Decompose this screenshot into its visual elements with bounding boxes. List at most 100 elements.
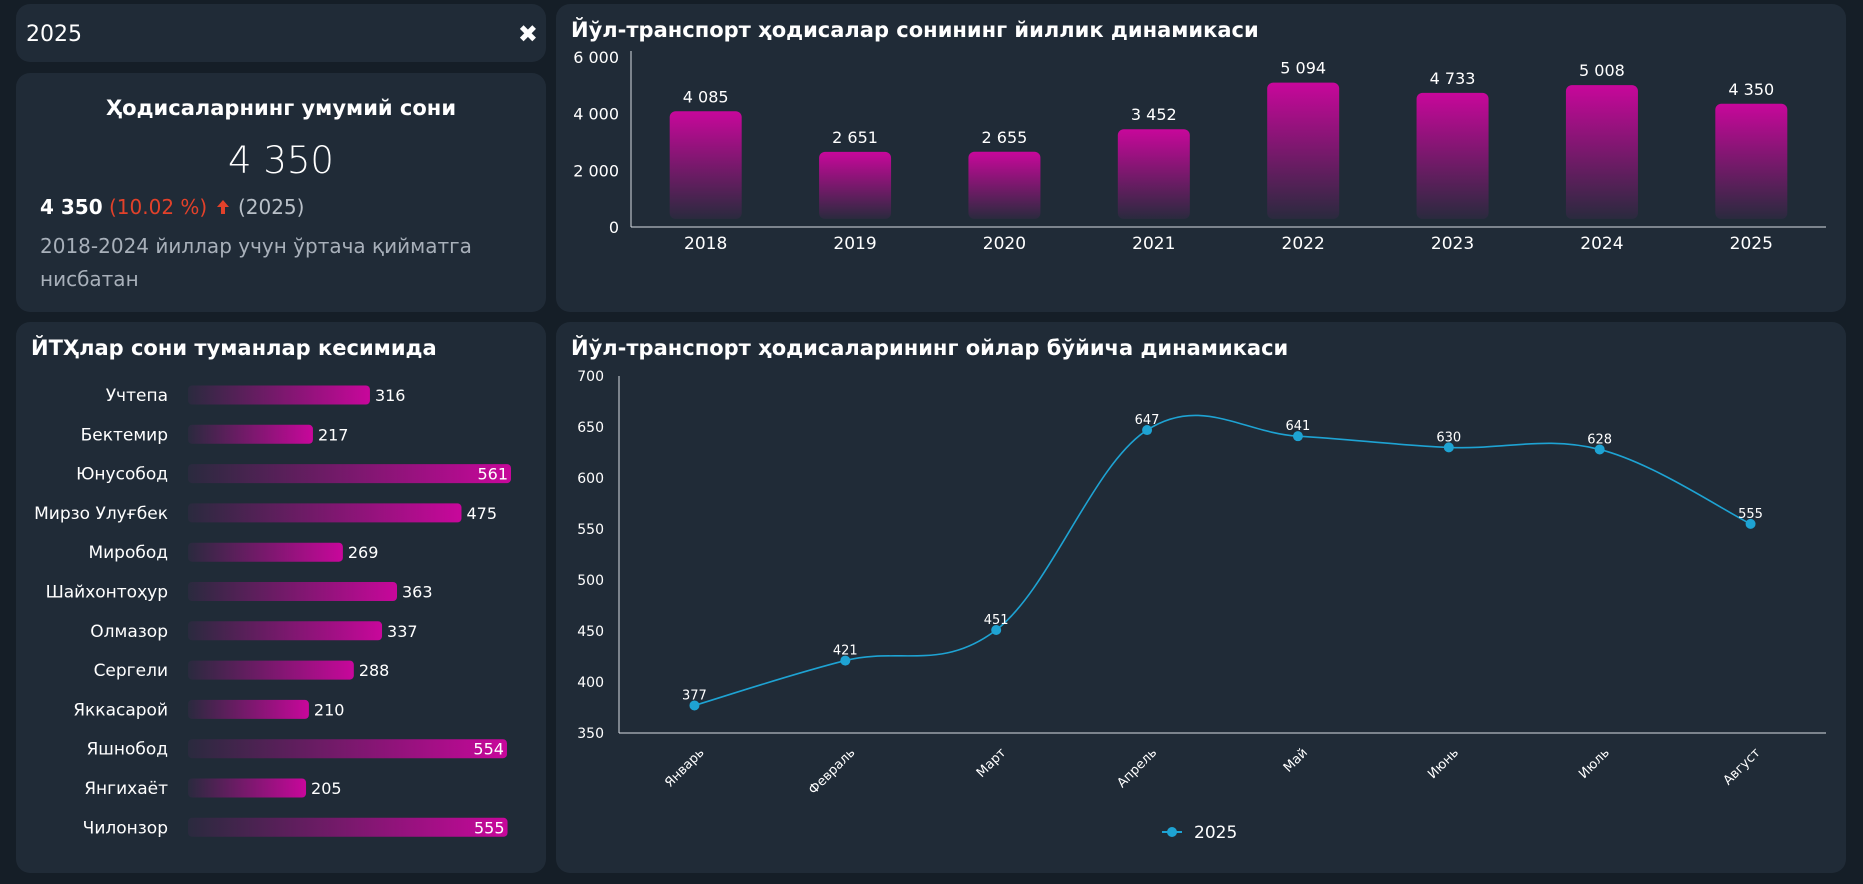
district-value-label: 337: [387, 622, 418, 641]
x-tick-label: 2019: [833, 234, 876, 254]
x-tick-label: 2021: [1132, 234, 1175, 254]
data-point[interactable]: [840, 655, 851, 666]
data-point[interactable]: [1745, 518, 1756, 529]
bar-2018[interactable]: [669, 111, 742, 219]
district-label: Янгихаёт: [84, 779, 168, 799]
close-icon[interactable]: ✖: [517, 20, 538, 48]
y-tick-label: 650: [577, 420, 604, 436]
monthly-dynamics-chart: 350 400 450 500 550 600 650 700 377 Январь 421 Февр…: [556, 322, 1846, 873]
data-point[interactable]: [1142, 425, 1153, 436]
x-tick-label: Август: [1721, 745, 1764, 788]
year-filter[interactable]: 2025 ✖: [16, 4, 546, 62]
series-line-2025: [694, 414, 1751, 707]
point-value-label: 628: [1587, 432, 1612, 447]
district-value-label: 363: [402, 583, 433, 602]
data-point[interactable]: [1443, 442, 1454, 453]
x-tick-label: Февраль: [806, 745, 858, 797]
district-bar[interactable]: [188, 621, 383, 641]
x-tick-label: Март: [974, 745, 1010, 781]
district-bar[interactable]: [188, 660, 354, 680]
data-point[interactable]: [991, 624, 1002, 635]
district-bar[interactable]: [188, 739, 507, 759]
district-label: Учтепа: [106, 386, 168, 406]
district-label: Яккасарой: [73, 700, 168, 720]
x-tick-label: Июнь: [1425, 745, 1462, 782]
district-label: Олмазор: [90, 622, 168, 642]
bar-2022[interactable]: [1267, 82, 1340, 219]
y-tick-label: 2 000: [573, 161, 619, 180]
district-value-label: 210: [314, 700, 345, 719]
y-tick-label: 600: [577, 471, 604, 487]
y-tick-label: 550: [577, 522, 604, 538]
bar-value-label: 4 733: [1430, 69, 1476, 88]
kpi-description: 2018-2024 йиллар учун ўртача қийматга ни…: [40, 234, 472, 291]
district-bar[interactable]: [188, 778, 307, 798]
point-value-label: 647: [1135, 413, 1160, 428]
point-value-label: 451: [984, 613, 1009, 628]
kpi-value: 4 350: [228, 139, 334, 182]
bar-2024[interactable]: [1565, 85, 1638, 220]
yearly-chart-title: Йўл-транспорт ҳодисалар сонининг йиллик …: [571, 18, 1259, 42]
bar-2020[interactable]: [968, 151, 1041, 219]
y-tick-label: 400: [577, 675, 604, 691]
y-tick-label: 500: [577, 573, 604, 589]
x-tick-label: 2023: [1431, 234, 1474, 254]
district-chart-title: ЙТҲлар сони туманлар кесимида: [31, 336, 437, 360]
x-tick-label: Май: [1281, 745, 1311, 775]
total-incidents-card: Ҳодисаларнинг умумий сони 4 350 4 350 (1…: [16, 73, 546, 312]
district-value-label: 561: [477, 465, 508, 484]
district-bar[interactable]: [188, 464, 511, 484]
data-point[interactable]: [1594, 444, 1605, 455]
legend-marker[interactable]: [1167, 827, 1177, 837]
district-bar[interactable]: [188, 582, 397, 601]
x-tick-label: Июль: [1576, 745, 1613, 782]
district-value-label: 269: [348, 543, 379, 562]
kpi-change-percent: (10.02 %): [109, 195, 208, 219]
district-bar[interactable]: [188, 385, 370, 405]
y-tick-label: 4 000: [573, 105, 619, 124]
district-label: Шайхонтоҳур: [46, 583, 168, 603]
district-bar[interactable]: [188, 817, 508, 837]
data-point[interactable]: [689, 700, 700, 711]
district-value-label: 316: [375, 386, 406, 405]
district-chart: Учтепа 316 Бектемир 217 Юнусобод 561 Мирзо Улу…: [16, 322, 546, 873]
district-value-label: 217: [318, 425, 349, 444]
x-tick-label: Апрель: [1114, 745, 1160, 791]
arrow-up-icon: [216, 200, 229, 214]
district-label: Мирзо Улуғбек: [34, 504, 168, 524]
kpi-title: Ҳодисаларнинг умумий сони: [105, 96, 457, 120]
point-value-label: 641: [1286, 419, 1311, 434]
district-value-label: 205: [311, 779, 342, 798]
point-value-label: 377: [682, 688, 707, 703]
district-label: Яшнобод: [86, 740, 168, 760]
yearly-chart-svg: 0 2 000 4 000 6 000 4 085 2018 2 651 2019 2 655 2…: [573, 48, 1826, 254]
district-label: Миробод: [88, 543, 168, 563]
district-bar[interactable]: [188, 503, 462, 523]
yearly-dynamics-chart: 0 2 000 4 000 6 000 4 085 2018 2 651 2019 2 655 2…: [556, 4, 1846, 312]
legend-label[interactable]: 2025: [1194, 823, 1237, 843]
x-tick-label: 2022: [1282, 234, 1325, 254]
kpi-current-value: 4 350: [40, 195, 103, 219]
district-bar[interactable]: [188, 424, 313, 444]
point-value-label: 555: [1738, 507, 1763, 522]
bar-value-label: 4 350: [1728, 80, 1774, 99]
bar-2021[interactable]: [1117, 129, 1190, 219]
bar-value-label: 3 452: [1131, 105, 1177, 124]
bar-2023[interactable]: [1416, 92, 1489, 219]
data-point[interactable]: [1292, 431, 1303, 442]
x-tick-label: 2024: [1580, 234, 1623, 254]
district-value-label: 555: [474, 818, 505, 837]
district-bar[interactable]: [188, 542, 343, 562]
district-label: Чилонзор: [83, 818, 168, 838]
y-tick-label: 450: [577, 624, 604, 640]
district-chart-svg: Учтепа 316 Бектемир 217 Юнусобод 561 Мирзо Улу…: [34, 385, 511, 838]
monthly-chart-title: Йўл-транспорт ҳодисаларининг ойлар бўйич…: [571, 336, 1289, 360]
district-bar[interactable]: [188, 699, 309, 719]
district-label: Бектемир: [81, 425, 168, 445]
y-tick-label: 6 000: [573, 48, 619, 67]
y-tick-label: 700: [577, 369, 604, 385]
year-filter-value[interactable]: 2025: [26, 22, 82, 47]
district-label: Сергели: [94, 661, 168, 681]
bar-2019[interactable]: [819, 151, 892, 219]
bar-2025[interactable]: [1715, 103, 1788, 219]
